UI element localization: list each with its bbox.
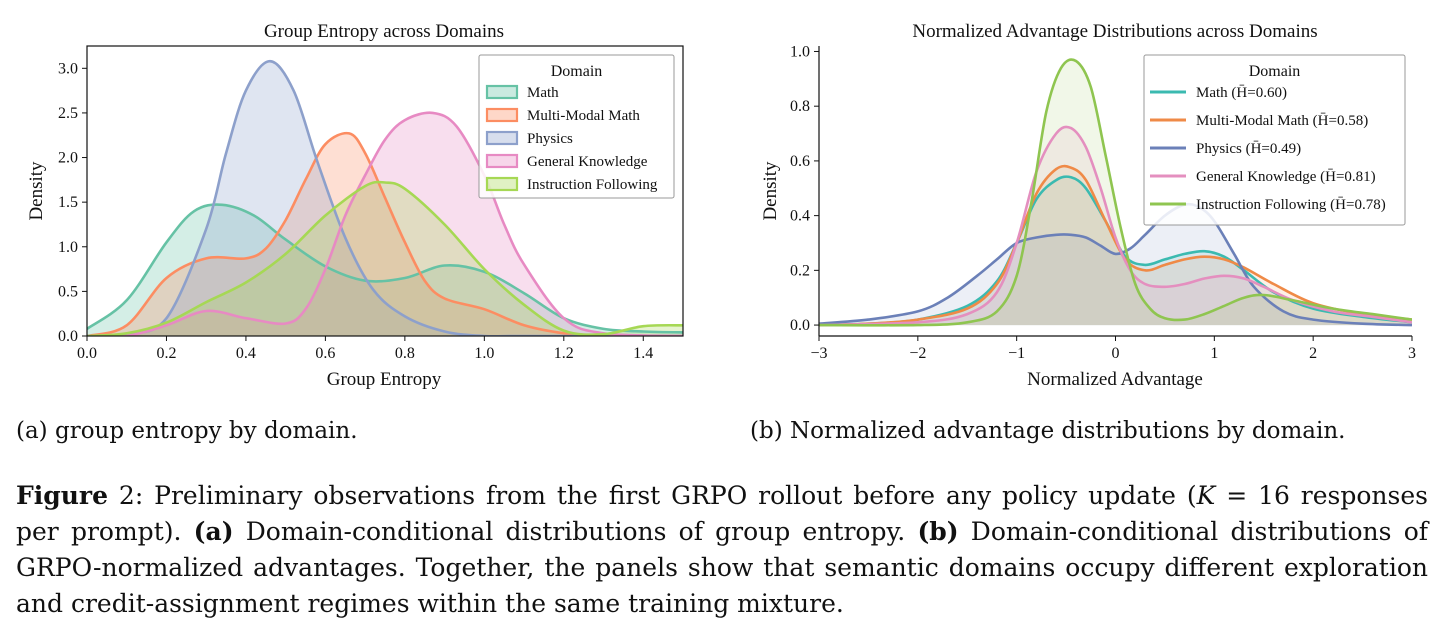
x-tick-label: −3 bbox=[810, 345, 827, 362]
series-line bbox=[819, 58, 1412, 327]
y-tick-label: 3.0 bbox=[58, 60, 78, 77]
plot-area bbox=[87, 59, 683, 336]
legend-label: Instruction Following bbox=[527, 177, 658, 193]
x-tick-label: −2 bbox=[909, 345, 926, 362]
series-area bbox=[87, 61, 683, 336]
y-tick-label: 1.5 bbox=[58, 194, 78, 211]
x-tick-label: 0.0 bbox=[77, 345, 97, 362]
x-tick-label: 1 bbox=[1210, 345, 1218, 362]
x-axis-label: Group Entropy bbox=[327, 369, 442, 390]
advantage-density-chart: −3 −2 −1 0 1 2 3 0.0 0.2 0.4 0.6 0.8 1.0 Domain Math (… bbox=[760, 21, 1416, 390]
legend-label: Instruction Following (H̄=0.78) bbox=[1196, 197, 1386, 213]
chart-title: Group Entropy across Domains bbox=[264, 21, 504, 42]
x-tick-label: 3 bbox=[1408, 345, 1416, 362]
y-tick-label: 0.2 bbox=[790, 262, 810, 279]
caption-text: Domain-conditional distributions of GRPO… bbox=[16, 517, 1429, 618]
y-tick-label: 0.0 bbox=[58, 328, 78, 345]
caption-text: : Preliminary observations from the firs… bbox=[134, 481, 1197, 510]
series-line bbox=[87, 203, 683, 334]
x-tick-label: 0.4 bbox=[236, 345, 256, 362]
series-area bbox=[819, 59, 1412, 326]
y-tick-label: 0.8 bbox=[790, 98, 810, 115]
series-area bbox=[87, 204, 683, 336]
legend-swatch bbox=[485, 107, 519, 123]
caption-label: Figure bbox=[16, 481, 108, 510]
caption-math-k: K bbox=[1196, 481, 1216, 510]
series-line bbox=[819, 164, 1412, 327]
caption-label-a: (a) bbox=[193, 517, 234, 546]
entropy-density-chart: 0.0 0.2 0.4 0.6 0.8 1.0 1.2 1.4 0.0 0.5 1.0 1.5 2.0 2… bbox=[26, 21, 684, 390]
x-axis-label: Normalized Advantage bbox=[1027, 369, 1203, 390]
y-axis-label: Density bbox=[760, 161, 781, 221]
x-tick-label: 0.8 bbox=[395, 345, 415, 362]
x-tick-label: 1.0 bbox=[474, 345, 494, 362]
legend-swatch bbox=[485, 176, 519, 192]
plot-area bbox=[819, 58, 1412, 327]
series-area bbox=[819, 126, 1412, 326]
x-tick-label: 0 bbox=[1112, 345, 1120, 362]
legend: Domain Math Multi-Modal Math Physics General… bbox=[478, 54, 675, 199]
series-area bbox=[819, 204, 1412, 326]
y-tick-label: 1.0 bbox=[790, 43, 810, 60]
caption-text: responses per prompt). bbox=[16, 481, 1428, 546]
caption-text: Domain-conditional distributions of grou… bbox=[233, 517, 918, 546]
legend-title: Domain bbox=[551, 63, 603, 80]
legend-title: Domain bbox=[1249, 63, 1301, 80]
x-tick-label: −1 bbox=[1008, 345, 1025, 362]
legend: Domain Math (H̄=0.60) Multi-Modal Math (H̄… bbox=[1143, 54, 1406, 226]
x-tick-label: 0.2 bbox=[156, 345, 176, 362]
caption-math-eq: = 16 bbox=[1215, 481, 1290, 510]
legend-label: Math (H̄=0.60) bbox=[1196, 85, 1287, 101]
x-tick-label: 1.4 bbox=[633, 345, 653, 362]
legend-frame bbox=[478, 54, 675, 199]
figure-caption: Figure 2: Preliminary observations from … bbox=[16, 478, 1428, 622]
series-line bbox=[87, 131, 683, 336]
legend-label: Multi-Modal Math (H̄=0.58) bbox=[1196, 113, 1368, 129]
y-tick-label: 2.0 bbox=[58, 150, 78, 167]
y-tick-label: 0.0 bbox=[790, 317, 810, 334]
y-tick-label: 0.5 bbox=[58, 283, 78, 300]
x-tick-label: 1.2 bbox=[554, 345, 574, 362]
legend-label: General Knowledge (H̄=0.81) bbox=[1196, 169, 1376, 185]
series-line bbox=[819, 202, 1412, 327]
legend-label: Math bbox=[527, 85, 559, 101]
legend-swatch bbox=[485, 130, 519, 146]
legend-frame bbox=[1143, 54, 1406, 226]
subcaption-a: (a) group entropy by domain. bbox=[16, 418, 358, 444]
y-tick-label: 1.0 bbox=[58, 239, 78, 256]
y-axis-label: Density bbox=[26, 161, 47, 221]
series-line bbox=[87, 111, 683, 336]
series-line bbox=[87, 180, 683, 336]
y-tick-label: 2.5 bbox=[58, 105, 78, 122]
series-area bbox=[87, 182, 683, 336]
legend-label: Physics (H̄=0.49) bbox=[1196, 141, 1301, 157]
y-tick-label: 0.4 bbox=[790, 208, 810, 225]
legend-swatch bbox=[485, 84, 519, 100]
plot-frame bbox=[86, 45, 684, 337]
series-area bbox=[87, 133, 683, 336]
caption-label-b: (b) bbox=[917, 517, 959, 546]
subcaption-b: (b) Normalized advantage distributions b… bbox=[750, 418, 1346, 444]
legend-label: Multi-Modal Math bbox=[527, 108, 640, 124]
x-tick-label: 0.6 bbox=[315, 345, 335, 362]
chart-title: Normalized Advantage Distributions acros… bbox=[912, 21, 1317, 42]
legend-label: Physics bbox=[527, 131, 573, 147]
y-tick-label: 0.6 bbox=[790, 153, 810, 170]
x-tick-label: 2 bbox=[1309, 345, 1317, 362]
legend-swatch bbox=[485, 153, 519, 169]
caption-number: 2 bbox=[118, 481, 135, 510]
legend-label: General Knowledge bbox=[527, 154, 648, 170]
